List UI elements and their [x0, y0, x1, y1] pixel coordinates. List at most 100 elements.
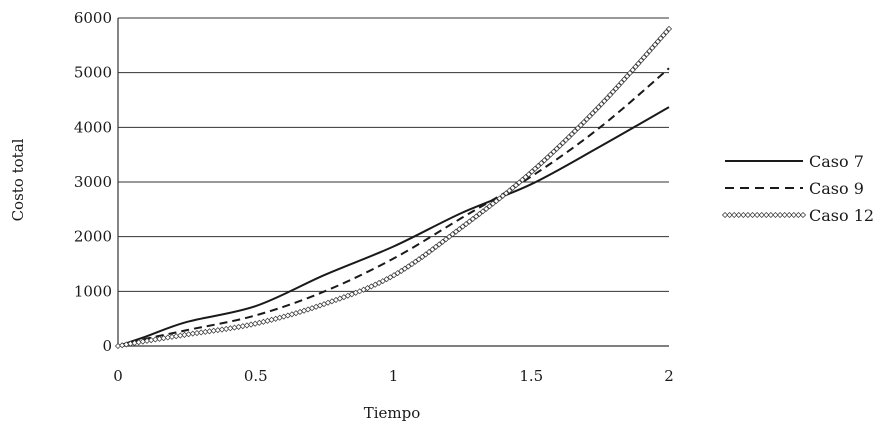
legend-swatch	[749, 211, 756, 219]
series-marker	[643, 51, 650, 58]
gridlines	[118, 17, 669, 292]
series-marker	[595, 104, 602, 111]
legend-swatch	[763, 211, 770, 219]
legend-swatch	[726, 211, 733, 219]
x-tick-label: 0.5	[244, 367, 268, 385]
series-marker	[516, 179, 523, 186]
series-marker	[401, 265, 408, 272]
series-marker	[550, 148, 557, 155]
y-axis-label: Costo total	[9, 138, 27, 221]
series-marker	[426, 248, 433, 255]
series-marker	[493, 198, 500, 205]
series-marker	[496, 195, 503, 202]
legend-swatch	[786, 211, 793, 219]
series-marker	[609, 88, 616, 95]
series-marker	[559, 139, 566, 146]
series-marker	[638, 57, 645, 64]
series-marker	[618, 79, 625, 86]
series-marker	[624, 73, 631, 80]
series-line-caso-12	[117, 28, 670, 347]
series-line-caso-9	[117, 67, 670, 347]
series-marker	[586, 113, 593, 120]
legend-swatch	[799, 211, 807, 219]
series-marker	[398, 267, 405, 274]
series-marker	[538, 160, 545, 167]
legend-swatch	[758, 211, 765, 219]
series-marker	[660, 32, 667, 39]
series-marker	[528, 168, 535, 175]
series-marker	[463, 221, 470, 228]
x-axis-label: Tiempo	[364, 404, 421, 422]
y-tick-label: 5000	[74, 64, 112, 82]
x-tick-label: 1.5	[519, 367, 543, 385]
series-marker	[127, 340, 134, 347]
series-marker	[483, 205, 490, 212]
series-marker	[214, 327, 221, 334]
y-tick-label: 1000	[74, 282, 112, 300]
legend-label: Caso 7	[809, 152, 864, 171]
series-marker	[135, 339, 142, 346]
series-marker	[379, 278, 386, 285]
series-marker	[422, 251, 429, 258]
series-marker	[256, 319, 263, 326]
series-marker	[649, 44, 656, 51]
series-marker	[646, 47, 653, 55]
series-marker	[260, 318, 267, 325]
legend-swatch	[795, 211, 802, 219]
series-marker	[522, 174, 529, 181]
legend-swatch	[731, 211, 738, 219]
series-marker	[390, 272, 398, 279]
legend-swatch	[790, 211, 797, 219]
series-marker	[408, 261, 415, 268]
series-marker	[632, 63, 639, 70]
series-marker	[635, 60, 642, 67]
series-marker	[123, 341, 130, 348]
series-marker	[489, 200, 496, 207]
series-marker	[532, 165, 539, 172]
series-marker	[189, 330, 196, 337]
series-marker	[598, 101, 605, 108]
series-marker	[193, 329, 201, 337]
axes	[117, 18, 669, 347]
series-marker	[231, 324, 238, 331]
series-marker	[479, 208, 486, 215]
series-marker	[143, 337, 151, 344]
series-marker	[383, 276, 390, 283]
series-marker	[429, 246, 436, 253]
series-marker	[604, 94, 611, 102]
legend-item-caso-7: Caso 7	[725, 152, 864, 171]
series-caso-9	[117, 67, 670, 347]
series-marker	[439, 238, 446, 245]
series-marker	[544, 154, 551, 161]
series-marker	[168, 333, 176, 340]
series-marker	[248, 321, 255, 328]
legend-swatch	[767, 211, 774, 219]
series-marker	[512, 182, 519, 189]
series-marker	[164, 334, 171, 341]
series-marker	[663, 29, 670, 36]
series-marker	[452, 228, 460, 235]
series-marker	[177, 332, 184, 339]
series-marker	[206, 328, 213, 335]
series-marker	[601, 98, 608, 105]
series-marker	[432, 243, 439, 250]
series-marker	[394, 270, 401, 277]
series-marker	[412, 258, 419, 265]
series-marker	[499, 192, 506, 199]
series-marker	[568, 131, 575, 138]
series-marker	[665, 25, 673, 32]
series-caso-7	[117, 106, 670, 347]
series-marker	[119, 342, 126, 349]
legend-swatch	[735, 211, 742, 219]
y-tick-label: 4000	[74, 118, 112, 136]
series-marker	[612, 85, 619, 92]
legend-swatch	[754, 211, 761, 219]
series-marker	[519, 176, 526, 183]
series-marker	[239, 323, 246, 330]
series-marker	[198, 329, 205, 336]
series-marker	[562, 136, 569, 144]
series-marker	[547, 151, 554, 158]
series-marker	[556, 142, 563, 149]
series-marker	[589, 110, 596, 117]
